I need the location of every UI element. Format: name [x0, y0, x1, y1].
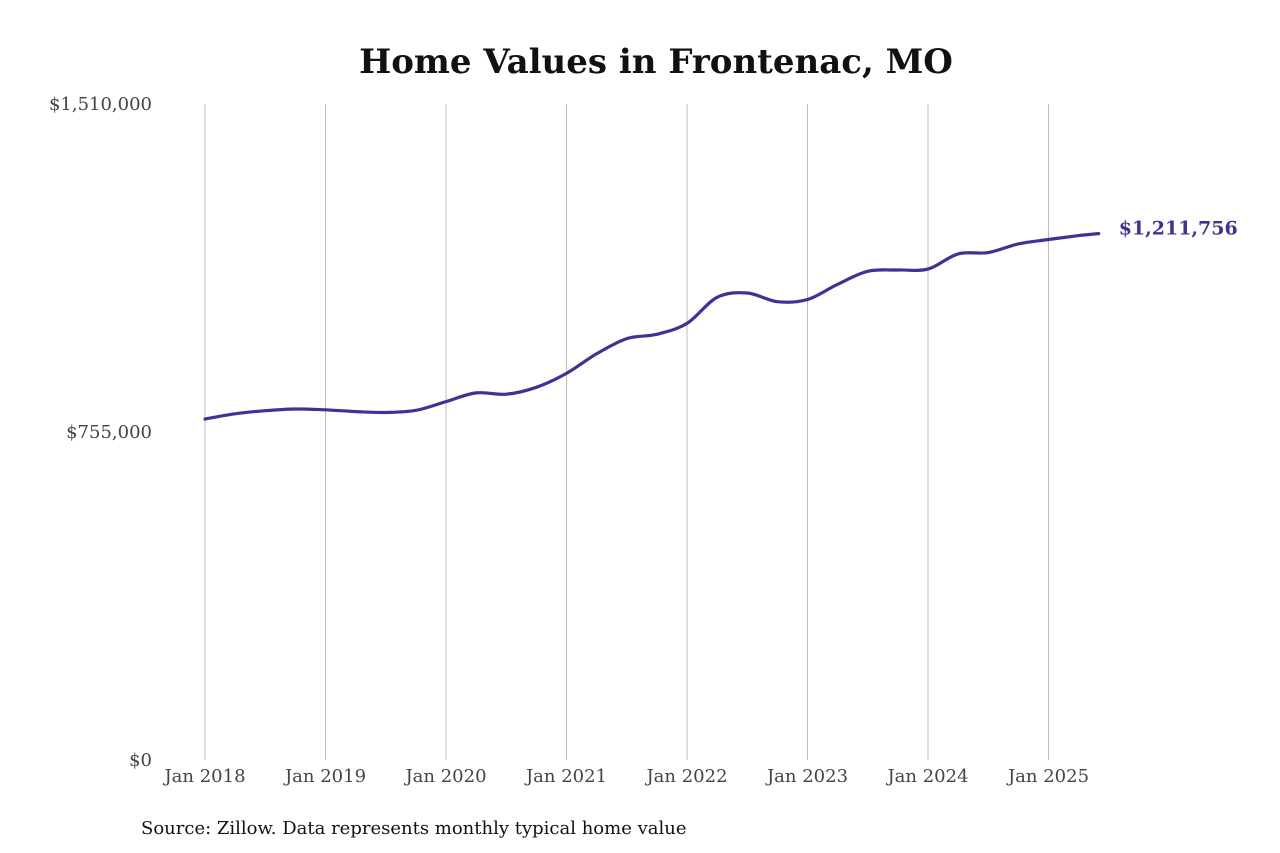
x-tick-label: Jan 2020	[403, 766, 486, 787]
x-tick-label: Jan 2024	[885, 766, 968, 787]
x-tick-label: Jan 2025	[1006, 766, 1089, 787]
x-tick-label: Jan 2022	[644, 766, 727, 787]
y-tick-label: $0	[129, 750, 152, 771]
chart-title: Home Values in Frontenac, MO	[359, 42, 953, 82]
series-line-0	[203, 232, 1101, 421]
annotations: $1,211,756	[1119, 218, 1238, 240]
series-layer	[203, 232, 1101, 421]
end-value-label: $1,211,756	[1119, 218, 1238, 240]
x-tick-label: Jan 2021	[524, 766, 607, 787]
y-tick-label: $1,510,000	[49, 94, 152, 115]
source-note: Source: Zillow. Data represents monthly …	[141, 818, 687, 839]
y-tick-label: $755,000	[66, 422, 152, 443]
x-tick-label: Jan 2019	[283, 766, 366, 787]
x-tick-label: Jan 2018	[162, 766, 245, 787]
gridlines	[204, 104, 1049, 760]
x-axis: Jan 2018 Jan 2019 Jan 2020 Jan 2021 Jan 2022…	[162, 766, 1089, 787]
x-tick-label: Jan 2023	[765, 766, 848, 787]
y-axis: $0 $755,000 $1,510,000	[49, 94, 152, 771]
